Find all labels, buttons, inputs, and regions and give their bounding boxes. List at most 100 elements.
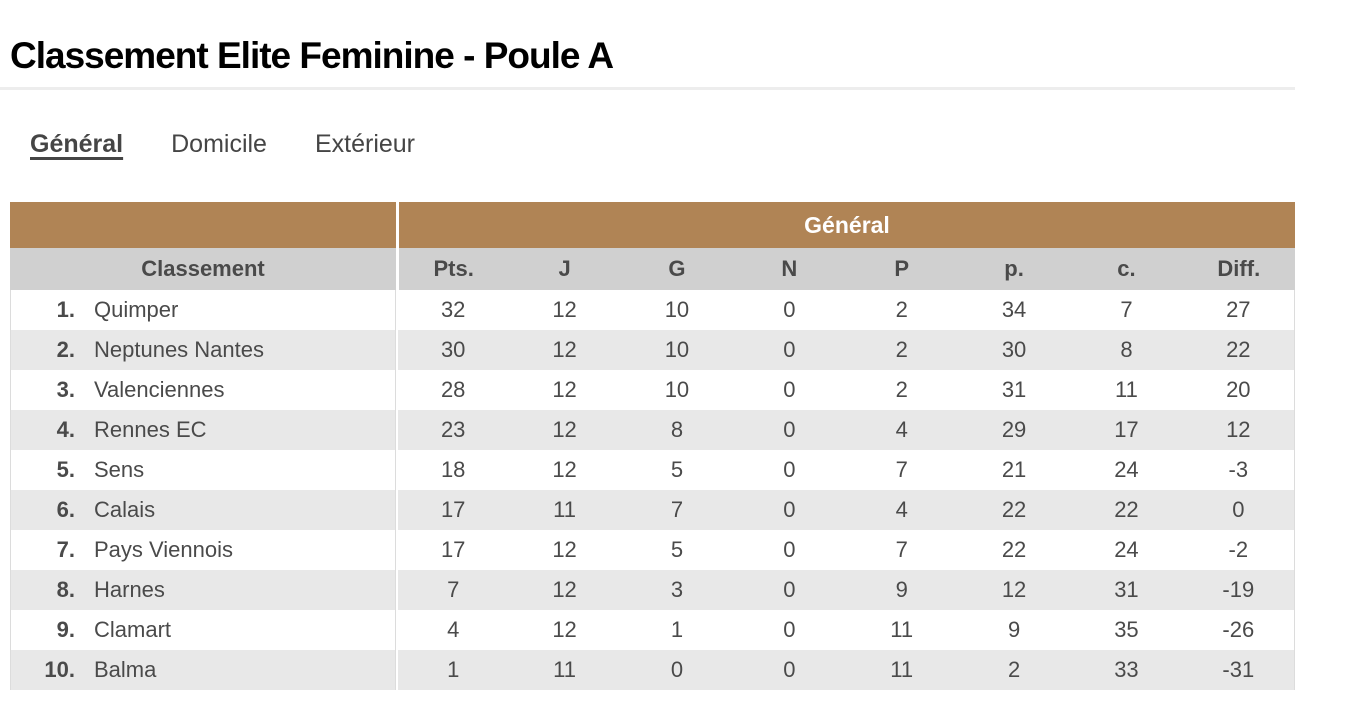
stat-n: 0 [783,377,796,403]
rank: 3. [56,377,75,403]
stat-diff: 0 [1183,490,1295,531]
stat-pts: 30 [396,330,508,371]
stat-j: 12 [552,337,577,363]
stat-n: 0 [783,337,796,363]
stat-n: 0 [783,497,796,523]
stat-contre: 24 [1114,457,1139,483]
column-header-n: N [733,248,846,291]
stat-contre: 24 [1114,537,1139,563]
tab-exterieur[interactable]: Extérieur [314,130,416,159]
stat-pts: 17 [396,530,508,571]
team-name: Harnes [94,577,165,603]
table-row: 1. Quimper 32 12 10 0 2 34 7 27 [10,290,1295,331]
team-cell: 5. Sens [10,450,396,491]
stat-diff: -31 [1183,650,1295,691]
stat-contre: 8 [1120,337,1133,363]
stat-j: 12 [552,417,577,443]
team-name: Sens [94,457,145,483]
column-header-pts: Pts. [396,248,509,291]
stat-pts: 4 [396,610,508,651]
stat-g: 7 [670,497,684,523]
team-cell: 4. Rennes EC [10,410,396,451]
stat-p: 2 [895,377,908,403]
stat-pour: 22 [1001,537,1027,563]
stat-j: 11 [553,657,576,683]
table-row: 10. Balma 1 11 0 0 11 2 33 -31 [10,650,1295,691]
rank: 5. [56,457,75,483]
stat-pts: 23 [396,410,508,451]
team-cell: 8. Harnes [10,570,396,611]
stat-contre: 7 [1120,297,1133,323]
group-header-spacer [10,202,396,249]
team-cell: 1. Quimper [10,290,396,331]
team-name: Valenciennes [94,377,225,403]
stat-pts: 18 [396,450,508,491]
title-divider [0,87,1295,91]
stat-p: 7 [895,457,908,483]
stat-diff: -3 [1183,450,1295,491]
stat-contre: 35 [1114,617,1139,643]
stat-pour: 9 [1007,617,1021,643]
team-cell: 9. Clamart [10,610,396,651]
stat-p: 4 [895,497,908,523]
table-row: 9. Clamart 4 12 1 0 11 9 35 -26 [10,610,1295,651]
stat-pour: 2 [1007,657,1021,683]
stat-g: 10 [664,377,690,403]
team-name: Calais [94,497,156,523]
stat-pour: 21 [1001,457,1027,483]
team-cell: 6. Calais [10,490,396,531]
stat-g: 3 [670,577,684,603]
stat-pts: 7 [396,570,508,611]
table-row: 7. Pays Viennois 17 12 5 0 7 22 24 -2 [10,530,1295,571]
stat-contre: 22 [1114,497,1139,523]
stat-g: 1 [670,617,684,643]
stat-p: 2 [895,297,908,323]
stat-j: 12 [552,457,577,483]
page-title: Classement Elite Feminine - Poule A [10,35,614,76]
stat-n: 0 [783,617,796,643]
stat-g: 0 [670,657,684,683]
rank: 4. [56,417,75,443]
stat-g: 5 [670,457,684,483]
tab-domicile[interactable]: Domicile [171,130,267,159]
stat-contre: 33 [1114,657,1139,683]
stat-g: 5 [670,537,684,563]
stat-n: 0 [783,417,796,443]
stat-n: 0 [783,297,796,323]
stat-contre: 17 [1114,417,1139,443]
stat-j: 12 [552,617,577,643]
team-cell: 3. Valenciennes [10,370,396,411]
stat-contre: 11 [1115,377,1138,403]
stat-diff: 12 [1183,410,1295,451]
team-name: Clamart [94,617,172,643]
tab-general[interactable]: Général [30,130,124,159]
stat-pts: 17 [396,490,508,531]
stat-pts: 1 [396,650,508,691]
stat-pour: 12 [1001,577,1027,603]
stat-p: 7 [895,537,908,563]
group-header-row: Général [10,202,1295,249]
stat-j: 12 [552,377,577,403]
stat-diff: 27 [1183,290,1295,331]
stat-pour: 34 [1001,297,1027,323]
table-row: 6. Calais 17 11 7 0 4 22 22 0 [10,490,1295,531]
stat-diff: 20 [1183,370,1295,411]
tab-bar: Général Domicile Extérieur [30,130,1348,159]
table-row: 5. Sens 18 12 5 0 7 21 24 -3 [10,450,1295,491]
column-header-j: J [508,248,621,291]
stat-p: 11 [890,657,914,683]
table-row: 8. Harnes 7 12 3 0 9 12 31 -19 [10,570,1295,611]
stat-n: 0 [783,577,796,603]
team-name: Pays Viennois [94,537,234,563]
team-cell: 7. Pays Viennois [10,530,396,571]
rank: 7. [56,537,75,563]
column-header-diff: Diff. [1182,248,1295,291]
stat-j: 12 [552,577,577,603]
team-name: Neptunes Nantes [94,337,264,363]
column-header-g: G [620,248,734,291]
team-name: Quimper [94,297,179,323]
stat-j: 12 [552,297,577,323]
stat-g: 10 [664,337,690,363]
